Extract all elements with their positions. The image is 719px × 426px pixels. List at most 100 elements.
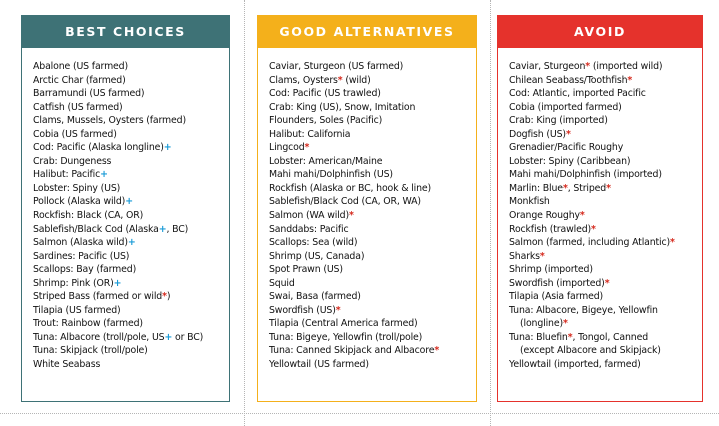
best-list-item: Scallops: Bay (farmed) [33, 263, 229, 277]
good-list-item: Salmon (WA wild)* [269, 209, 476, 223]
species-text: Rockfish: Black (CA, OR) [33, 210, 144, 222]
asterisk-marker: * [335, 304, 341, 316]
asterisk-marker: * [627, 74, 633, 86]
good-list-item: Tuna: Canned Skipjack and Albacore* [269, 344, 476, 358]
asterisk-marker: * [670, 237, 675, 249]
asterisk-marker: * [304, 142, 310, 154]
species-text: Swordfish (US) [269, 304, 336, 316]
asterisk-marker: * [579, 210, 585, 222]
best-list-item: Halibut: Pacific+ [33, 168, 229, 182]
species-text: Arctic Char (farmed) [33, 74, 126, 86]
species-text: Rockfish (Alaska or BC, hook & line) [269, 182, 432, 194]
species-text: Tuna: Canned Skipjack and Albacore [269, 345, 435, 357]
best-list-item: Catfish (US farmed) [33, 101, 229, 115]
avoid-list-item: Cobia (imported farmed) [509, 101, 702, 115]
avoid-list-item: Orange Roughy* [509, 209, 702, 223]
species-text: Yellowtail (US farmed) [269, 359, 369, 371]
species-text: Pollock (Alaska wild) [33, 196, 126, 208]
species-text: Scallops: Sea (wild) [269, 237, 358, 249]
best-list-item: Shrimp: Pink (OR)+ [33, 277, 229, 291]
species-text: Lingcod [269, 142, 305, 154]
best-list-item: Striped Bass (farmed or wild*) [33, 290, 229, 304]
good-list-item: Swai, Basa (farmed) [269, 290, 476, 304]
species-text: Crab: King (imported) [509, 115, 608, 127]
best-list-item: Salmon (Alaska wild)+ [33, 236, 229, 250]
species-text: Mahi mahi/Dolphinfish (US) [269, 169, 393, 181]
best-list-item: White Seabass [33, 358, 229, 372]
species-text: Barramundi (US farmed) [33, 88, 145, 100]
species-text: Tuna: Skipjack (troll/pole) [33, 345, 148, 357]
species-text: Sardines: Pacific (US) [33, 250, 130, 262]
species-text: Crab: Dungeness [33, 155, 112, 167]
asterisk-marker: * [562, 318, 568, 330]
species-text: Cod: Pacific (US trawled) [269, 88, 381, 100]
good-list-item: Rockfish (Alaska or BC, hook & line) [269, 182, 476, 196]
species-text: Orange Roughy [509, 210, 580, 222]
species-text: Halibut: California [269, 128, 351, 140]
species-text: Catfish (US farmed) [33, 101, 123, 113]
asterisk-marker: * [591, 223, 596, 235]
plus-marker: + [125, 196, 133, 208]
species-text: Sablefish/Black Cod (Alaska [33, 223, 159, 235]
best-list-item: Arctic Char (farmed) [33, 74, 229, 88]
divider-line-right [490, 0, 491, 426]
asterisk-marker: * [565, 128, 571, 140]
avoid-list-item: Marlin: Blue*, Striped* [509, 182, 702, 196]
good-list-item: Lingcod* [269, 141, 476, 155]
species-text: Halibut: Pacific [33, 169, 101, 181]
avoid-list-item: Yellowtail (imported, farmed) [509, 358, 702, 372]
species-text: (imported wild) [590, 61, 663, 72]
species-text: (longline) [520, 318, 563, 330]
good-list-item: Flounders, Soles (Pacific) [269, 114, 476, 128]
best-list-item: Pollock (Alaska wild)+ [33, 195, 229, 209]
good-list-item: Clams, Oysters* (wild) [269, 74, 476, 88]
avoid-list-item: Swordfish (imported)* [509, 277, 702, 291]
avoid-list-item: Dogfish (US)* [509, 128, 702, 142]
avoid-list-item: Lobster: Spiny (Caribbean) [509, 155, 702, 169]
species-text: Flounders, Soles (Pacific) [269, 115, 383, 127]
best-list-item: Lobster: Spiny (US) [33, 182, 229, 196]
species-text: Squid [269, 277, 295, 289]
species-text: Lobster: Spiny (Caribbean) [509, 155, 631, 167]
asterisk-marker: * [348, 210, 354, 222]
asterisk-marker: * [434, 345, 440, 357]
species-text: Monkfish [509, 196, 550, 208]
avoid-list-item: Rockfish (trawled)* [509, 223, 702, 237]
best-choices-list: Abalone (US farmed) Arctic Char (farmed) B… [22, 48, 229, 372]
species-text: , Striped [567, 182, 607, 194]
species-text: Salmon (Alaska wild) [33, 237, 128, 249]
species-text: Sharks [509, 250, 540, 262]
plus-marker: + [127, 237, 136, 249]
avoid-list-item: Crab: King (imported) [509, 114, 702, 128]
species-text: Tilapia (Asia farmed) [509, 291, 604, 303]
avoid-list-item: Caviar, Sturgeon* (imported wild) [509, 60, 702, 74]
asterisk-marker: * [567, 331, 573, 343]
species-text: Clams, Mussels, Oysters (farmed) [33, 115, 186, 127]
species-text: Striped Bass (farmed or wild [33, 291, 163, 303]
best-list-item: Rockfish: Black (CA, OR) [33, 209, 229, 223]
species-text: Swai, Basa (farmed) [269, 291, 361, 303]
asterisk-marker: * [337, 74, 343, 86]
species-text: ) [166, 291, 171, 303]
avoid-list-item: Salmon (farmed, including Atlantic)* [509, 236, 702, 250]
avoid-panel: AVOID Caviar, Sturgeon* (imported wild) C… [497, 15, 703, 402]
best-list-item: Tuna: Albacore (troll/pole, US+ or BC) [33, 331, 229, 345]
species-text: Marlin: Blue [509, 182, 563, 194]
good-alternatives-header: GOOD ALTERNATIVES [258, 16, 476, 48]
asterisk-marker: * [604, 277, 610, 289]
avoid-list-item: (except Albacore and Skipjack) [509, 344, 702, 358]
best-list-item: Abalone (US farmed) [33, 60, 229, 74]
species-text: Sanddabs: Pacific [269, 223, 349, 235]
best-list-item: Barramundi (US farmed) [33, 87, 229, 101]
species-text: Salmon (WA wild) [269, 210, 349, 222]
species-text: Tilapia (Central America farmed) [269, 318, 418, 330]
best-list-item: Crab: Dungeness [33, 155, 229, 169]
species-text: Swordfish (imported) [509, 277, 605, 289]
good-list-item: Halibut: California [269, 128, 476, 142]
best-list-item: Cod: Pacific (Alaska longline)+ [33, 141, 229, 155]
good-list-item: Swordfish (US)* [269, 304, 476, 318]
good-list-item: Caviar, Sturgeon (US farmed) [269, 60, 476, 74]
best-list-item: Sardines: Pacific (US) [33, 250, 229, 264]
species-text: Tuna: Albacore, Bigeye, Yellowfin [509, 304, 658, 316]
avoid-header: AVOID [498, 16, 702, 48]
